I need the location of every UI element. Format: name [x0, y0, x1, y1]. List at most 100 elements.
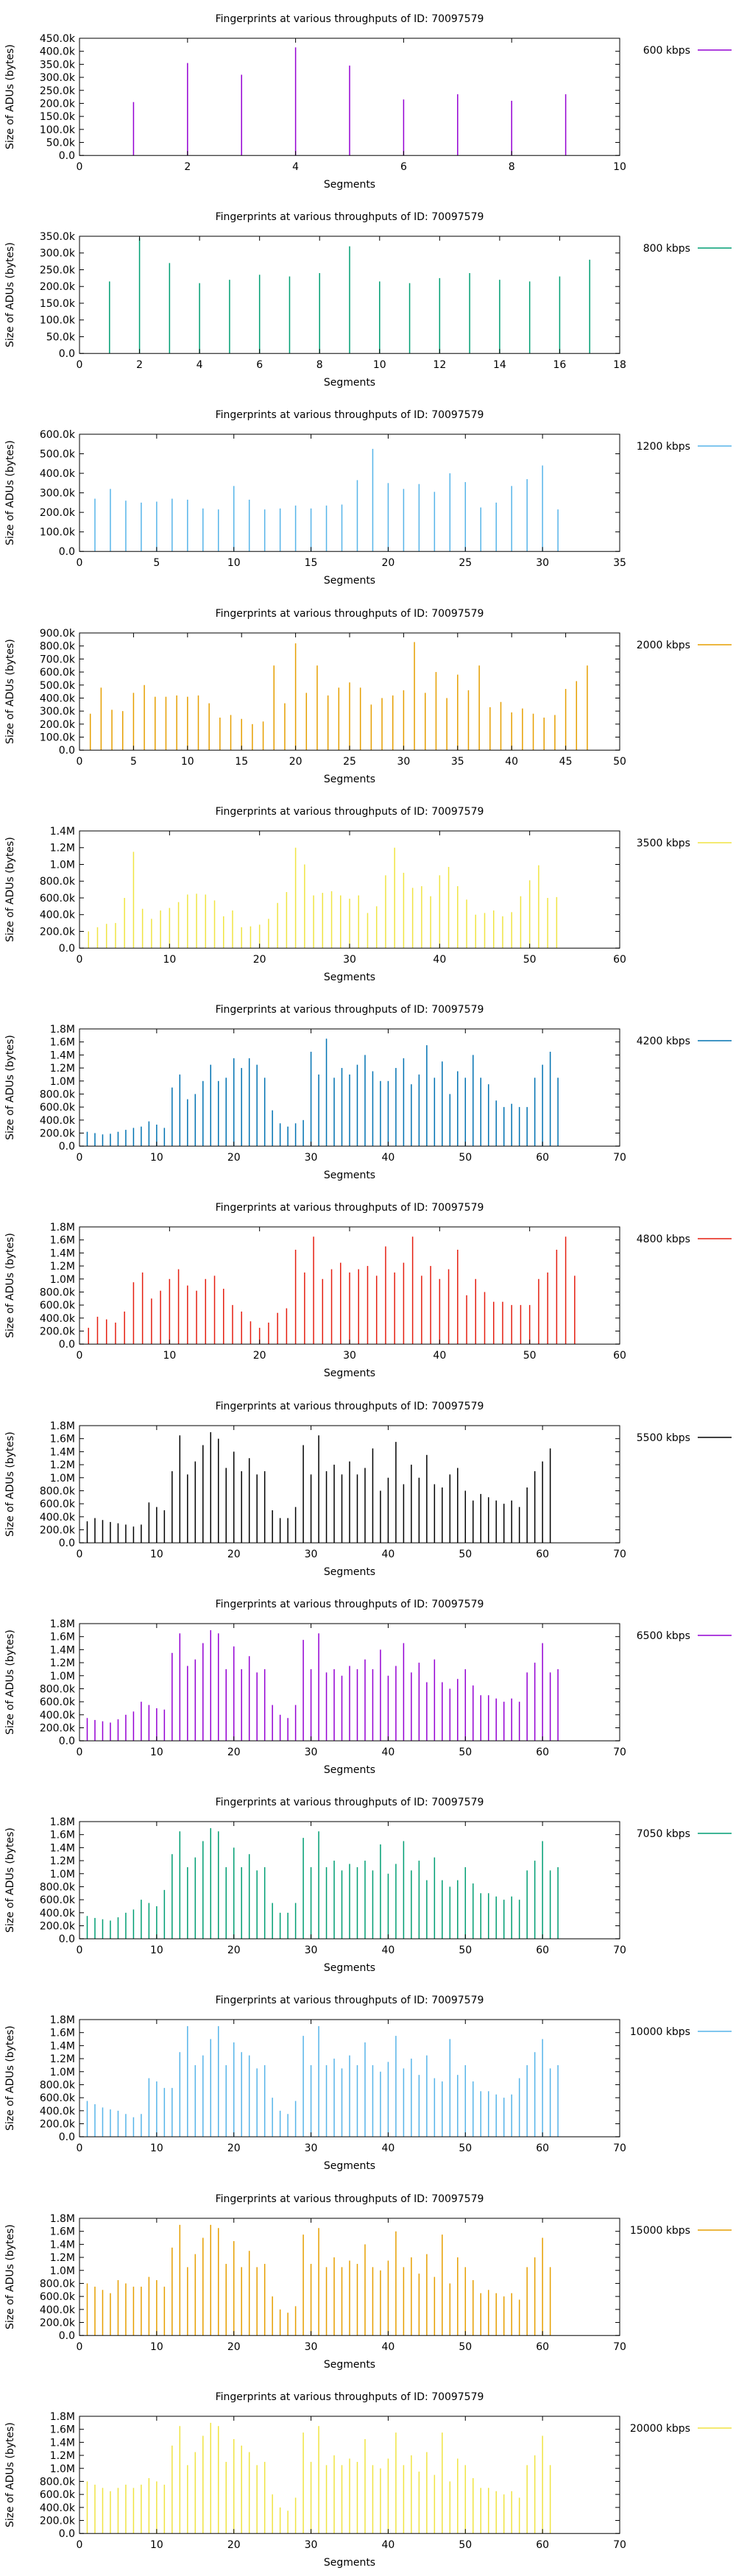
- y-tick-label: 800.0k: [40, 1089, 76, 1101]
- y-tick-label: 1.8M: [50, 2014, 75, 2026]
- y-tick-label: 200.0k: [40, 719, 76, 731]
- x-tick-label: 20: [382, 558, 395, 570]
- chart-title: Fingerprints at various throughputs of I…: [216, 1599, 484, 1610]
- x-tick-label: 35: [451, 756, 464, 768]
- x-axis-label: Segments: [324, 1566, 375, 1578]
- x-axis-label: Segments: [324, 2161, 375, 2173]
- y-tick-label: 400.0k: [40, 2304, 76, 2315]
- y-tick-label: 350.0k: [40, 231, 76, 243]
- x-tick-label: 70: [613, 1549, 626, 1560]
- x-axis-label: Segments: [324, 972, 375, 983]
- y-tick-label: 1.0M: [50, 2463, 75, 2475]
- y-axis-label: Size of ADUs (bytes): [4, 44, 16, 149]
- chart-title: Fingerprints at various throughputs of I…: [216, 1004, 484, 1016]
- x-tick-label: 60: [536, 1747, 549, 1758]
- y-tick-label: 0.0: [59, 1538, 75, 1549]
- x-tick-label: 60: [613, 1351, 626, 1362]
- x-tick-label: 10: [150, 1945, 163, 1956]
- y-tick-label: 600.0k: [40, 2092, 76, 2104]
- x-axis-label: Segments: [324, 377, 375, 389]
- plot-frame: [79, 434, 620, 553]
- x-tick-label: 10: [181, 756, 194, 768]
- x-tick-label: 10: [150, 1549, 163, 1560]
- chart-panel: Fingerprints at various throughputs of I…: [4, 211, 732, 389]
- x-tick-label: 25: [459, 558, 472, 570]
- x-tick-label: 20: [227, 1549, 241, 1560]
- x-tick-label: 16: [553, 359, 567, 371]
- x-axis-label: Segments: [324, 179, 375, 191]
- x-tick-label: 15: [305, 558, 318, 570]
- chart-panel: Fingerprints at various throughputs of I…: [4, 1401, 732, 1578]
- x-tick-label: 0: [77, 1152, 83, 1164]
- y-tick-label: 0.0: [59, 1933, 75, 1945]
- x-tick-label: 30: [397, 756, 410, 768]
- y-tick-label: 800.0k: [40, 1683, 76, 1695]
- legend-label: 600 kbps: [643, 45, 690, 57]
- x-tick-label: 20: [227, 1945, 241, 1956]
- y-axis-label: Size of ADUs (bytes): [4, 441, 16, 546]
- x-tick-label: 0: [77, 1351, 83, 1362]
- y-tick-label: 1.4M: [50, 1644, 75, 1656]
- y-tick-label: 0.0: [59, 1141, 75, 1153]
- y-tick-label: 800.0k: [40, 1287, 76, 1299]
- x-tick-label: 30: [305, 2341, 318, 2353]
- y-tick-label: 400.0k: [40, 910, 76, 921]
- x-tick-label: 70: [613, 2143, 626, 2155]
- x-tick-label: 50: [459, 2143, 472, 2155]
- y-tick-label: 600.0k: [40, 667, 76, 679]
- y-tick-label: 800.0k: [40, 876, 76, 888]
- x-tick-label: 8: [509, 161, 515, 173]
- y-tick-label: 1.4M: [50, 1446, 75, 1458]
- y-tick-label: 0.0: [59, 943, 75, 955]
- y-tick-label: 600.0k: [40, 429, 76, 441]
- x-tick-label: 0: [77, 161, 83, 173]
- y-axis-label: Size of ADUs (bytes): [4, 2422, 16, 2527]
- x-tick-label: 30: [305, 2539, 318, 2551]
- x-tick-label: 20: [227, 1747, 241, 1758]
- x-tick-label: 0: [77, 1549, 83, 1560]
- x-axis-label: Segments: [324, 1962, 375, 1974]
- plot-frame: [79, 1425, 620, 1543]
- x-tick-label: 8: [316, 359, 323, 371]
- x-tick-label: 20: [227, 2539, 241, 2551]
- y-tick-label: 200.0k: [40, 2317, 76, 2329]
- chart-title: Fingerprints at various throughputs of I…: [216, 409, 484, 421]
- y-tick-label: 1.4M: [50, 2239, 75, 2251]
- x-tick-label: 70: [613, 2539, 626, 2551]
- plot-frame: [79, 1623, 620, 1741]
- y-tick-label: 1.6M: [50, 1037, 75, 1049]
- y-tick-label: 800.0k: [40, 2476, 76, 2488]
- y-tick-label: 1.8M: [50, 1024, 75, 1036]
- y-tick-label: 800.0k: [40, 2278, 76, 2290]
- x-tick-label: 0: [77, 2143, 83, 2155]
- y-tick-label: 400.0k: [40, 1313, 76, 1325]
- y-tick-label: 450.0k: [40, 33, 76, 45]
- y-tick-label: 400.0k: [40, 469, 76, 481]
- y-tick-label: 1.2M: [50, 1657, 75, 1669]
- y-tick-label: 1.2M: [50, 2450, 75, 2462]
- x-axis-label: Segments: [324, 2359, 375, 2371]
- y-tick-label: 200.0k: [40, 1524, 76, 1536]
- x-tick-label: 40: [382, 1549, 395, 1560]
- chart-panel: Fingerprints at various throughputs of I…: [4, 1797, 732, 1974]
- y-tick-label: 500.0k: [40, 449, 76, 461]
- y-tick-label: 0.0: [59, 1340, 75, 1351]
- y-tick-label: 1.2M: [50, 1855, 75, 1867]
- x-tick-label: 50: [459, 1549, 472, 1560]
- y-tick-label: 1.8M: [50, 1618, 75, 1630]
- chart-panel: Fingerprints at various throughputs of I…: [4, 1004, 732, 1181]
- y-axis-label: Size of ADUs (bytes): [4, 1234, 16, 1339]
- y-tick-label: 150.0k: [40, 111, 76, 123]
- x-tick-label: 0: [77, 1945, 83, 1956]
- x-tick-label: 40: [382, 2539, 395, 2551]
- y-tick-label: 0.0: [59, 2528, 75, 2540]
- x-tick-label: 2: [136, 359, 143, 371]
- y-tick-label: 1.2M: [50, 2252, 75, 2264]
- chart-title: Fingerprints at various throughputs of I…: [216, 13, 484, 25]
- chart-title: Fingerprints at various throughputs of I…: [216, 1995, 484, 2006]
- x-tick-label: 70: [613, 1747, 626, 1758]
- y-tick-label: 200.0k: [40, 926, 76, 938]
- x-tick-label: 60: [536, 2341, 549, 2353]
- y-tick-label: 50.0k: [46, 332, 76, 344]
